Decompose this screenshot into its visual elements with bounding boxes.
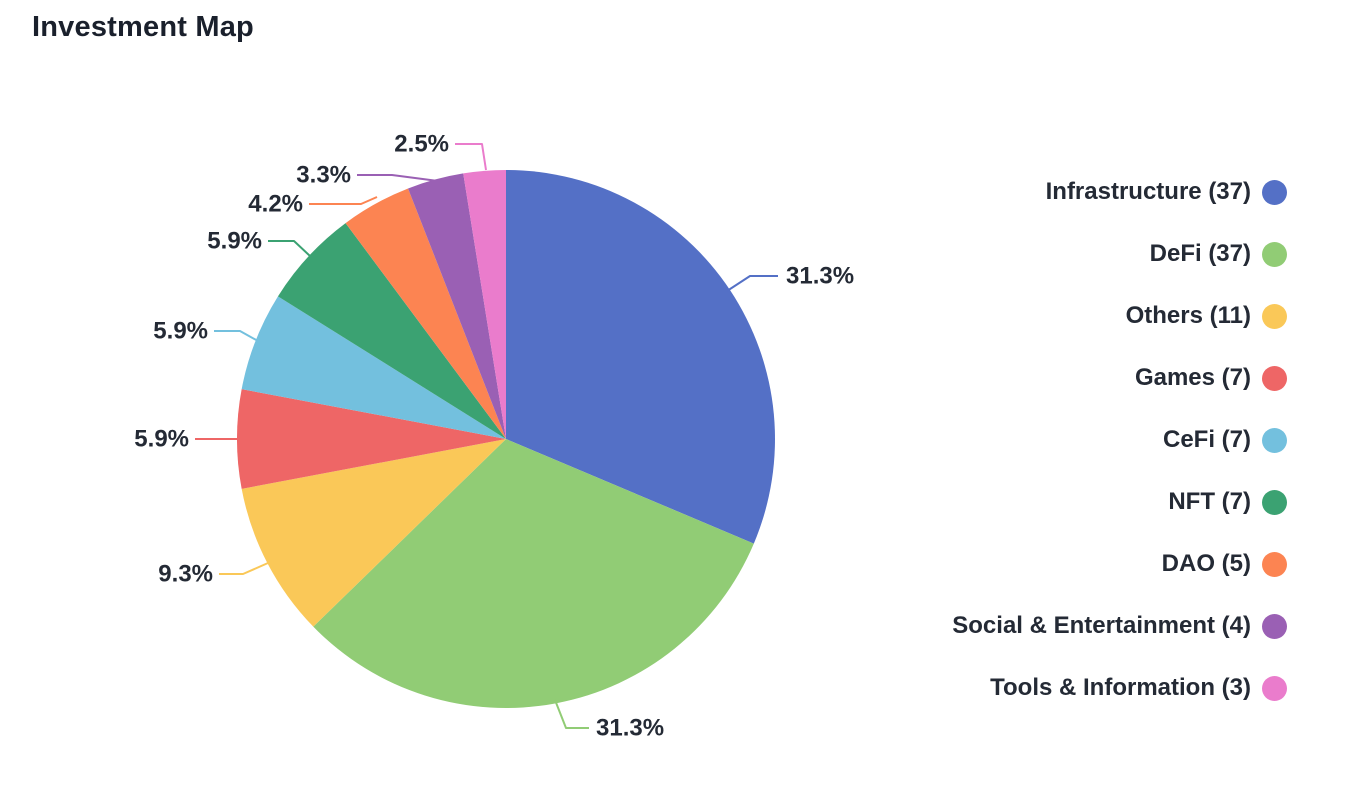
legend-item-label: Others (11)	[1125, 302, 1251, 329]
pie-slice-defi[interactable]	[313, 439, 754, 708]
legend-color-dot	[1262, 427, 1287, 453]
legend-item-label: DAO (5)	[1161, 550, 1251, 577]
label-line-social-entertainment	[357, 174, 439, 182]
page-title: Investment Map	[32, 11, 254, 43]
percent-label-defi: 31.3%	[596, 715, 664, 742]
legend: Infrastructure (37) DeFi (37) Others (11) G…	[952, 161, 1287, 719]
legend-item-label: Tools & Information (3)	[990, 674, 1251, 701]
label-line-dao	[309, 196, 378, 205]
legend-item-dao[interactable]: DAO (5)	[952, 533, 1287, 595]
legend-color-dot	[1262, 241, 1287, 267]
percent-label-social-entertainment: 3.3%	[296, 162, 351, 189]
legend-item-social-entertainment[interactable]: Social & Entertainment (4)	[952, 595, 1287, 657]
legend-item-nft[interactable]: NFT (7)	[952, 471, 1287, 533]
legend-item-tools-information[interactable]: Tools & Information (3)	[952, 657, 1287, 719]
pie-slice-nft[interactable]	[277, 223, 506, 439]
pie-slice-tools-information[interactable]	[463, 170, 506, 439]
label-line-tools-information	[455, 143, 487, 171]
percent-label-infrastructure: 31.3%	[786, 263, 854, 290]
legend-color-dot	[1262, 489, 1287, 515]
label-line-nft	[268, 240, 311, 257]
pie-slice-social-entertainment[interactable]	[408, 173, 506, 440]
pie-slice-cefi[interactable]	[241, 296, 506, 439]
legend-item-games[interactable]: Games (7)	[952, 347, 1287, 409]
label-line-infrastructure	[726, 275, 778, 292]
label-line-cefi	[214, 330, 259, 342]
legend-item-label: DeFi (37)	[1149, 240, 1251, 267]
legend-color-dot	[1262, 613, 1287, 639]
legend-item-label: CeFi (7)	[1162, 426, 1251, 453]
legend-item-cefi[interactable]: CeFi (7)	[952, 409, 1287, 471]
percent-label-others: 9.3%	[158, 561, 213, 588]
percent-label-games: 5.9%	[134, 426, 189, 453]
legend-color-dot	[1262, 365, 1287, 391]
legend-item-infrastructure[interactable]: Infrastructure (37)	[952, 161, 1287, 223]
percent-label-nft: 5.9%	[207, 228, 262, 255]
legend-color-dot	[1262, 303, 1287, 329]
legend-item-label: Games (7)	[1134, 364, 1251, 391]
percent-label-dao: 4.2%	[248, 191, 303, 218]
legend-item-others[interactable]: Others (11)	[952, 285, 1287, 347]
label-line-defi	[554, 699, 589, 729]
pie-slice-dao[interactable]	[345, 188, 506, 439]
percent-label-cefi: 5.9%	[153, 318, 208, 345]
pie-slice-infrastructure[interactable]	[506, 170, 775, 544]
legend-item-label: NFT (7)	[1168, 488, 1251, 515]
legend-color-dot	[1262, 675, 1287, 701]
legend-color-dot	[1262, 179, 1287, 205]
legend-item-defi[interactable]: DeFi (37)	[952, 223, 1287, 285]
label-line-others	[219, 562, 269, 575]
pie-slice-others[interactable]	[241, 439, 506, 627]
legend-color-dot	[1262, 551, 1287, 577]
pie-slice-games[interactable]	[237, 389, 506, 489]
legend-item-label: Infrastructure (37)	[1045, 178, 1251, 205]
percent-label-tools-information: 2.5%	[394, 131, 449, 158]
legend-item-label: Social & Entertainment (4)	[952, 612, 1251, 639]
